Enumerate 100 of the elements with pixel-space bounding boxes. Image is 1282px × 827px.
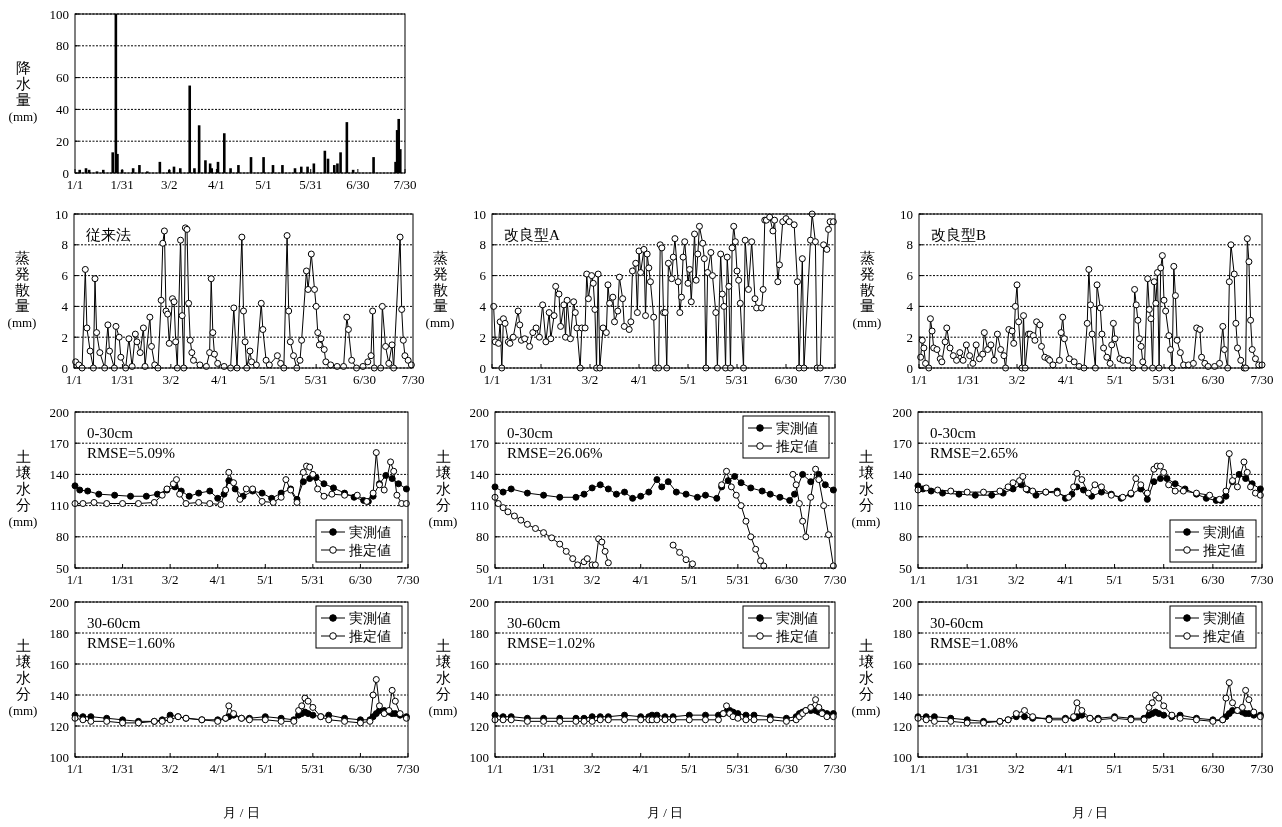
y-tick-label: 6: [479, 268, 487, 284]
y-tick-label: 0: [479, 360, 486, 376]
x-tick-label: 4/1: [209, 761, 227, 776]
y-axis-title: 土壌水分(mm): [8, 448, 38, 529]
y-tick-label: 120: [469, 718, 489, 734]
legend-label: 推定値: [349, 629, 391, 644]
legend-label: 推定値: [1203, 543, 1245, 558]
x-tick-label: 4/1: [630, 372, 648, 387]
x-tick-label: 1/31: [956, 372, 980, 387]
x-tick-label: 5/31: [299, 177, 323, 192]
x-tick-label: 7/30: [396, 761, 420, 776]
y-tick-label: 200: [469, 594, 489, 610]
y-axis-title: 土壌水分(mm): [851, 638, 881, 718]
y-tick-label: 200: [892, 594, 912, 610]
y-tick-label: 160: [49, 656, 69, 672]
annotation: 改良型A: [504, 227, 560, 243]
y-tick-label: 0: [62, 165, 69, 181]
annotation: 改良型B: [931, 227, 987, 243]
y-tick-label: 6: [61, 268, 69, 284]
x-tick-label: 1/1: [483, 372, 501, 387]
x-tick-label: 7/30: [393, 177, 417, 192]
y-tick-label: 170: [892, 435, 912, 451]
x-tick-label: 3/2: [162, 372, 180, 387]
annotation: 30-60cm: [87, 615, 141, 631]
x-tick-label: 1/31: [532, 572, 556, 587]
x-tick-label: 5/31: [1152, 761, 1176, 776]
annotation: RMSE=26.06%: [507, 445, 603, 461]
y-tick-label: 120: [49, 718, 69, 734]
x-tick-label: 3/2: [161, 572, 179, 587]
y-tick-label: 140: [49, 466, 69, 482]
x-tick-label: 5/31: [726, 572, 750, 587]
y-tick-label: 170: [469, 435, 489, 451]
x-tick-label: 5/1: [1106, 572, 1123, 587]
x-tick-label: 3/2: [583, 572, 601, 587]
y-axis-title: 土壌水分(mm): [428, 638, 458, 718]
y-tick-label: 40: [56, 101, 69, 117]
x-tick-label: 1/31: [529, 372, 553, 387]
x-tick-label: 1/1: [486, 761, 504, 776]
y-axis-title: 蒸発散量(mm): [7, 249, 37, 330]
y-tick-label: 200: [469, 404, 489, 420]
y-tick-label: 110: [49, 498, 69, 514]
x-tick-label: 5/31: [1152, 572, 1176, 587]
legend-label: 実測値: [349, 525, 391, 540]
x-tick-label: 7/30: [396, 572, 420, 587]
x-tick-label: 1/31: [110, 177, 134, 192]
legend-label: 実測値: [776, 421, 818, 436]
x-tick-label: 6/30: [774, 572, 798, 587]
annotation: RMSE=1.60%: [87, 635, 176, 651]
x-tick-label: 7/30: [823, 372, 847, 387]
y-tick-label: 50: [899, 560, 912, 576]
y-axis-title: 土壌水分(mm): [851, 448, 881, 529]
y-tick-label: 4: [479, 298, 487, 314]
y-tick-label: 10: [473, 206, 486, 222]
annotation: 0-30cm: [930, 425, 977, 441]
y-tick-label: 200: [49, 404, 69, 420]
annotation: RMSE=1.08%: [930, 635, 1019, 651]
x-tick-label: 4/1: [1057, 572, 1074, 587]
x-tick-label: 5/1: [1106, 372, 1124, 387]
x-tick-label: 1/1: [66, 761, 84, 776]
y-tick-label: 80: [56, 38, 69, 54]
y-tick-label: 100: [49, 6, 69, 22]
x-tick-label: 1/31: [111, 572, 135, 587]
y-tick-label: 100: [469, 749, 489, 765]
x-tick-label: 1/31: [110, 372, 134, 387]
x-tick-label: 1/1: [910, 372, 928, 387]
annotation: 0-30cm: [507, 425, 554, 441]
x-tick-label: 7/30: [401, 372, 425, 387]
x-tick-label: 5/1: [1106, 761, 1123, 776]
x-tick-label: 6/30: [1201, 372, 1225, 387]
annotation: 従来法: [86, 227, 131, 243]
x-tick-label: 7/30: [823, 761, 847, 776]
x-tick-label: 1/1: [65, 372, 83, 387]
y-tick-label: 170: [49, 435, 69, 451]
x-tick-label: 6/30: [774, 372, 798, 387]
x-tick-label: 5/1: [679, 372, 697, 387]
y-axis-title: 降水量(mm): [8, 60, 38, 124]
y-tick-label: 200: [892, 404, 912, 420]
y-tick-label: 10: [55, 206, 68, 222]
y-tick-label: 20: [56, 133, 69, 149]
annotation: 30-60cm: [930, 615, 984, 631]
y-tick-label: 110: [892, 498, 912, 514]
x-tick-label: 3/2: [160, 177, 178, 192]
x-axis-title: 月 / 日: [646, 805, 684, 820]
y-tick-label: 10: [900, 206, 913, 222]
x-tick-label: 7/30: [823, 572, 847, 587]
x-tick-label: 6/30: [348, 572, 372, 587]
y-tick-label: 140: [892, 466, 912, 482]
x-tick-label: 3/2: [1007, 761, 1025, 776]
x-axis-title: 月 / 日: [1071, 805, 1109, 820]
x-tick-label: 5/1: [680, 572, 698, 587]
legend-label: 実測値: [349, 611, 391, 626]
x-tick-label: 5/31: [304, 372, 328, 387]
x-tick-label: 1/1: [66, 177, 84, 192]
y-tick-label: 2: [479, 329, 486, 345]
annotation: RMSE=5.09%: [87, 445, 176, 461]
legend-label: 推定値: [776, 629, 818, 644]
x-tick-label: 5/1: [256, 572, 274, 587]
y-tick-label: 8: [479, 237, 486, 253]
x-tick-label: 1/1: [486, 572, 504, 587]
y-tick-label: 6: [906, 268, 914, 284]
